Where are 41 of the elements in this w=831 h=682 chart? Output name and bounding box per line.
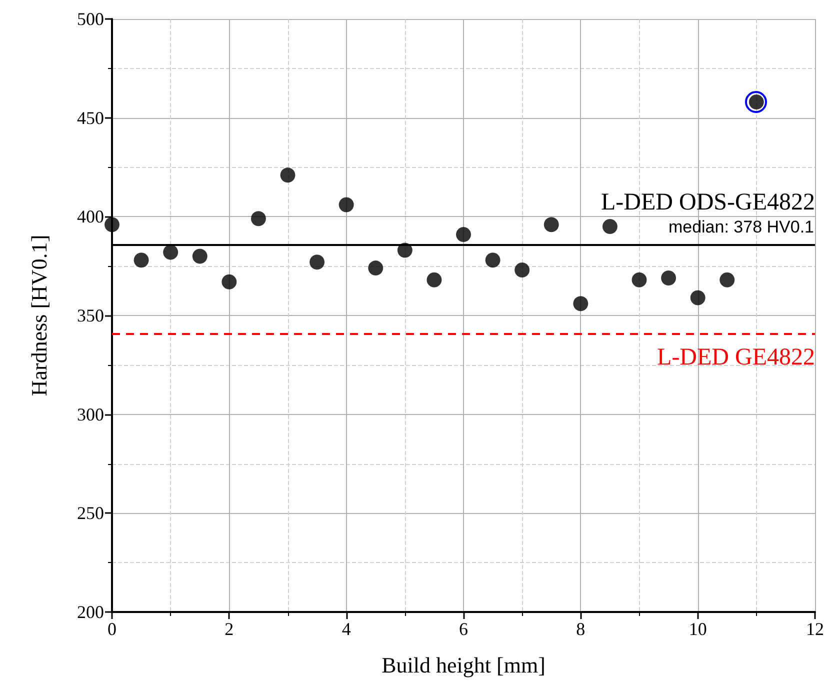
point bbox=[280, 168, 296, 183]
point bbox=[368, 260, 384, 276]
x-tick-label: 8 bbox=[576, 619, 586, 639]
point bbox=[661, 270, 676, 286]
point bbox=[163, 244, 178, 260]
y-tick-label: 300 bbox=[77, 404, 104, 424]
point bbox=[397, 242, 412, 258]
point bbox=[632, 272, 647, 288]
ref-line-label: L-DED GE4822 bbox=[657, 344, 815, 370]
y-tick-label: 200 bbox=[77, 602, 104, 622]
point bbox=[720, 272, 735, 288]
y-tick-label: 350 bbox=[77, 306, 104, 326]
point bbox=[573, 296, 588, 312]
ref-line-label: L-DED ODS-GE4822 bbox=[601, 189, 815, 216]
x-axis-title: Build height [mm] bbox=[382, 652, 546, 678]
y-axis-title: Hardness [HV0.1] bbox=[26, 234, 52, 396]
y-tick-label: 500 bbox=[77, 9, 104, 29]
x-tick-label: 4 bbox=[342, 619, 351, 639]
point bbox=[222, 274, 237, 290]
point bbox=[192, 248, 208, 264]
point bbox=[250, 211, 266, 226]
point bbox=[338, 197, 354, 212]
point bbox=[426, 272, 442, 288]
x-tick-label: 2 bbox=[224, 619, 234, 639]
y-tick-label: 400 bbox=[77, 206, 104, 227]
point bbox=[602, 219, 618, 234]
y-tick-label: 250 bbox=[77, 503, 104, 524]
point bbox=[456, 226, 471, 242]
x-tick-label: 6 bbox=[459, 619, 468, 639]
x-tick-label: 0 bbox=[108, 619, 116, 639]
point bbox=[690, 290, 706, 306]
annotation: median: 378 HV0.1 bbox=[668, 217, 814, 236]
x-tick-label: 12 bbox=[806, 619, 824, 639]
point bbox=[544, 217, 559, 232]
point bbox=[514, 262, 530, 278]
point bbox=[485, 252, 500, 268]
point bbox=[134, 252, 149, 268]
x-tick-label: 10 bbox=[688, 619, 707, 639]
point bbox=[310, 254, 325, 270]
point bbox=[104, 217, 120, 232]
y-tick-label: 450 bbox=[77, 108, 104, 128]
